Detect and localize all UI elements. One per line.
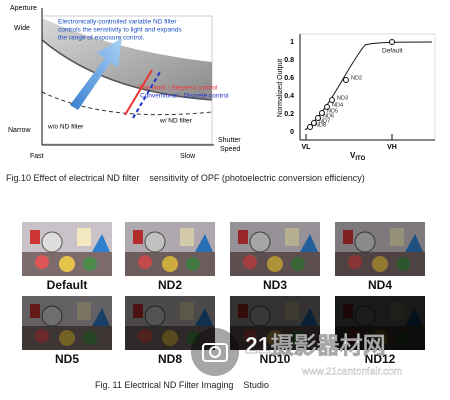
axis-label: Shutter	[218, 137, 241, 144]
photo	[125, 222, 215, 276]
photo-scene	[230, 222, 320, 276]
point	[311, 120, 317, 126]
point-label: ND6	[323, 113, 334, 119]
photo-label: ND3	[262, 278, 287, 292]
photo	[335, 296, 425, 350]
axis-label: Aperture	[10, 5, 37, 12]
y-tick-label: 0	[290, 129, 294, 136]
label: w/o ND filter	[47, 124, 84, 131]
y-axis-label: Normalized Output	[277, 59, 284, 117]
photo	[125, 296, 215, 350]
point	[343, 77, 349, 83]
photo-scene	[230, 296, 320, 350]
curve	[304, 41, 433, 131]
legend: Conventional : Discrete control	[140, 93, 229, 100]
red-line	[124, 69, 153, 116]
watermark-url: www.21cantonfair.com	[301, 367, 402, 378]
photo-scene	[125, 222, 215, 276]
y-tick-label: 0.8	[284, 57, 294, 64]
point	[315, 115, 321, 121]
photo-label: ND5	[54, 352, 79, 366]
y-tick-label: 0.4	[284, 93, 294, 100]
x-axis-label: VITO	[350, 151, 366, 161]
photo	[22, 222, 112, 276]
point-label: ND2	[351, 75, 362, 81]
caption: Fig. 11 Electrical ND Filter Imaging Stu…	[95, 380, 269, 390]
blue-line	[132, 71, 161, 119]
curve	[41, 39, 213, 101]
caption: Fig.10 Effect of electrical ND filter se…	[6, 173, 365, 183]
photo-label: ND12	[364, 352, 396, 366]
point-label: ND8	[315, 122, 326, 128]
x-tick-label: VH	[387, 144, 397, 151]
annotation: controls the sensitivity to light and ex…	[58, 27, 182, 34]
axis-label: Speed	[220, 146, 240, 153]
figure-10: Aperture Wide Narrow Fast Slow Shutter S…	[8, 5, 436, 162]
x-tick-label: VL	[302, 144, 312, 151]
annotation: the range of exposure control.	[58, 35, 145, 42]
point	[389, 39, 395, 45]
photo-label: ND2	[157, 278, 182, 292]
photo-scene	[335, 222, 425, 276]
photo	[22, 296, 112, 350]
axis-label: Slow	[180, 153, 196, 160]
y-tick-label: 0.6	[284, 75, 294, 82]
point-label: ND5	[327, 108, 338, 114]
point-label: ND3	[337, 95, 348, 101]
photo-label: ND4	[367, 278, 392, 292]
photo-label: ND10	[259, 352, 291, 366]
label: w/ ND filter	[159, 118, 193, 125]
photo	[230, 222, 320, 276]
exposure-band	[42, 18, 212, 100]
point	[324, 104, 330, 110]
photo	[335, 222, 425, 276]
axis-label: Narrow	[8, 127, 32, 134]
photo-label: ND8	[157, 352, 182, 366]
point-label: ND4	[332, 102, 343, 108]
point	[307, 124, 313, 130]
photo-scene	[22, 296, 112, 350]
point-label: Default	[382, 48, 403, 55]
legend: This work : Stepless control	[138, 85, 218, 92]
y-tick-label: 1	[290, 39, 294, 46]
point	[319, 110, 325, 116]
blue-arrow	[70, 38, 122, 110]
annotation: Electronically-controlled variable ND fi…	[58, 19, 177, 26]
y-tick-label: 0.2	[284, 111, 294, 118]
photo-label: Default	[46, 278, 88, 292]
axis-label: Fast	[30, 153, 44, 160]
photo-scene	[335, 296, 425, 350]
point-label: ND7	[319, 118, 330, 124]
photo-scene	[125, 296, 215, 350]
photo-scene	[22, 222, 112, 276]
axis-label: Wide	[14, 25, 30, 32]
photo	[230, 296, 320, 350]
point	[329, 97, 335, 103]
